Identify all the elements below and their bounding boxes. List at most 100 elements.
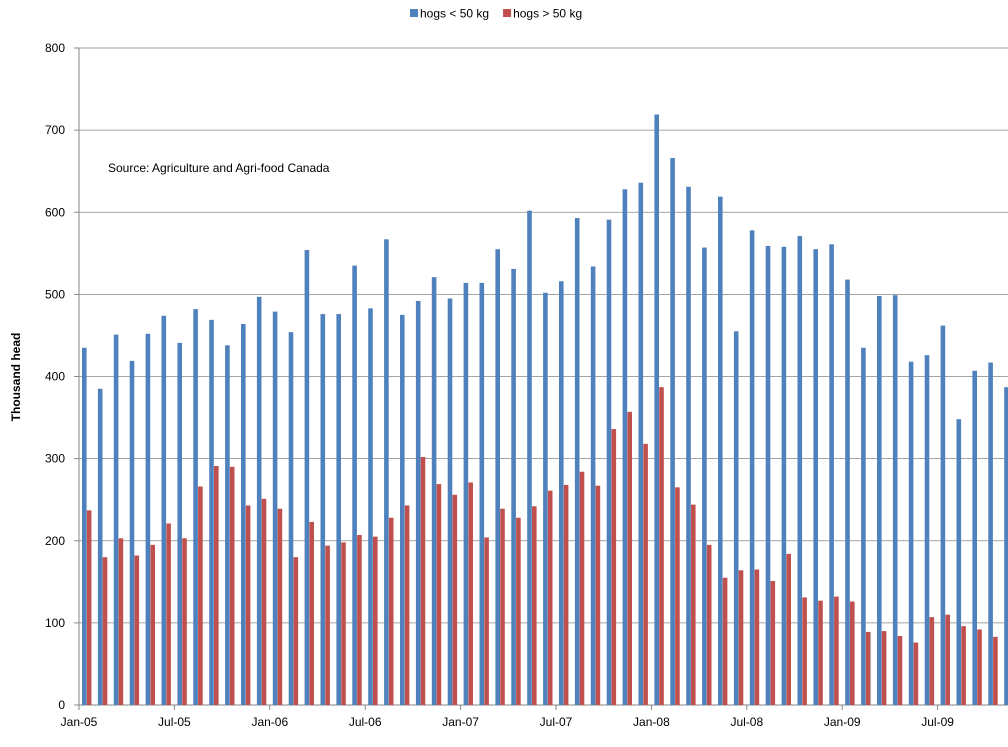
bar <box>86 510 92 705</box>
bar <box>134 555 140 705</box>
x-tick-label: Jul-07 <box>540 715 573 729</box>
bar <box>797 236 803 705</box>
legend-label: hogs < 50 kg <box>420 7 489 21</box>
bar <box>150 544 155 705</box>
bar <box>431 277 437 705</box>
bar <box>590 266 596 705</box>
bar <box>436 484 442 705</box>
bar <box>738 570 744 705</box>
y-axis-title: Thousand head <box>9 333 23 422</box>
bar <box>611 429 617 705</box>
bar <box>547 490 553 705</box>
bar <box>638 182 644 705</box>
bar <box>993 636 998 705</box>
y-tick-label: 200 <box>45 534 65 548</box>
bar <box>277 508 283 705</box>
x-tick-label: Jul-06 <box>349 715 382 729</box>
bar <box>420 456 426 705</box>
bar <box>214 466 219 705</box>
bar <box>388 517 394 705</box>
bar <box>193 309 198 705</box>
bar <box>495 249 500 706</box>
bar <box>749 230 755 705</box>
bar <box>113 334 119 705</box>
bar <box>479 282 485 705</box>
bar <box>97 388 103 705</box>
bar <box>675 487 680 705</box>
bar <box>770 580 776 705</box>
legend-swatch <box>410 9 418 17</box>
bar <box>320 314 326 705</box>
bar <box>988 362 993 705</box>
annotation: Source: Agriculture and Agri-food Canada <box>108 161 330 175</box>
bar <box>818 600 823 705</box>
bar <box>754 569 760 705</box>
bar <box>718 196 723 706</box>
bar <box>670 158 675 706</box>
bar <box>654 114 659 706</box>
bar <box>527 210 532 706</box>
bar <box>892 295 898 705</box>
bar <box>881 631 887 705</box>
bar <box>706 544 712 705</box>
bar <box>543 292 548 705</box>
bar <box>166 523 171 705</box>
bar <box>384 239 389 705</box>
bar <box>877 296 882 705</box>
bar <box>245 505 251 705</box>
bar <box>924 355 930 705</box>
y-tick-label: 500 <box>45 287 65 301</box>
bar <box>341 542 346 705</box>
bar <box>325 545 330 705</box>
bar <box>940 325 946 705</box>
bar <box>129 360 135 705</box>
bar <box>829 244 834 705</box>
bar <box>786 553 791 705</box>
bar <box>733 331 739 705</box>
bar <box>702 247 707 705</box>
y-tick-label: 300 <box>45 452 65 466</box>
bar <box>352 265 357 705</box>
bar <box>415 300 421 705</box>
bar <box>691 504 696 705</box>
bar <box>463 282 469 705</box>
bar <box>102 557 108 705</box>
bar <box>802 597 807 705</box>
bar <box>261 498 267 705</box>
bar <box>865 631 871 705</box>
bar <box>182 538 187 705</box>
bar <box>765 245 771 705</box>
bar <box>845 279 850 705</box>
bar <box>834 596 839 705</box>
bar <box>256 296 262 705</box>
bar <box>452 494 458 705</box>
y-tick-label: 600 <box>45 205 65 219</box>
bar <box>161 315 167 705</box>
bar <box>511 268 516 705</box>
bar <box>627 411 632 705</box>
bar <box>198 486 203 705</box>
bar <box>400 314 405 705</box>
bar <box>447 298 453 705</box>
bar <box>500 508 505 705</box>
bar <box>304 250 310 705</box>
bar <box>229 466 235 705</box>
bar <box>272 311 278 705</box>
x-tick-label: Jul-08 <box>730 715 763 729</box>
bar <box>288 332 294 705</box>
y-tick-label: 100 <box>45 616 65 630</box>
bar <box>1004 387 1008 705</box>
bar <box>781 246 787 705</box>
bar <box>643 443 648 705</box>
bar <box>897 636 903 705</box>
bar <box>293 557 299 705</box>
y-tick-label: 800 <box>45 41 65 55</box>
bar <box>813 249 818 706</box>
x-tick-label: Jul-05 <box>158 715 191 729</box>
legend-swatch <box>503 9 512 17</box>
bar <box>606 219 612 706</box>
bar <box>468 482 473 705</box>
bar <box>336 314 341 705</box>
y-tick-label: 700 <box>45 123 65 137</box>
